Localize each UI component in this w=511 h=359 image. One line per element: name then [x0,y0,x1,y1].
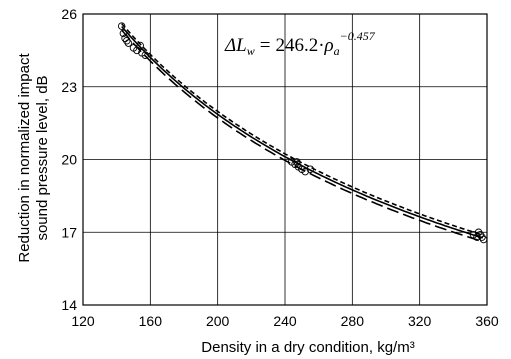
equation-lhs: ΔL [224,35,247,56]
plot-frame [82,13,488,306]
y-axis-label-line-2: sound pressure level, dB [34,75,51,240]
equation-variable-subscript: a [334,44,340,58]
equation-variable: ρ [324,35,334,56]
svg-text:ΔLw=246.2·ρa−0.457: ΔLw = 246.2·ρa−0.457 [224,29,376,58]
y-tick-labels: 14 17 20 23 26 [61,6,77,313]
y-axis-label-line-1: Reduction in normalized impact [16,53,33,263]
equation-coefficient: 246.2 [275,35,318,56]
data-point [123,36,131,45]
y-tick-label: 20 [61,152,77,168]
x-tick-label: 160 [139,313,163,329]
x-tick-label: 280 [341,313,365,329]
data-point [141,51,150,59]
x-tick-label: 120 [71,313,95,329]
data-point [478,233,486,241]
data-point [117,22,126,30]
fit-curves [121,23,484,243]
data-point [136,41,144,50]
data-point [301,167,309,176]
x-tick-label: 240 [273,313,297,329]
x-tick-labels: 120 160 200 240 280 320 360 [71,313,499,329]
equation-dot: · [318,35,324,56]
data-point [124,39,133,47]
fit-equation: ΔLw = 246.2·ρa−0.457 [224,29,376,58]
data-point [293,158,301,166]
y-tick-label: 26 [61,6,77,22]
data-points [117,22,488,244]
equation-lhs-subscript: w [247,44,255,58]
equation-equals: = [260,35,271,56]
y-tick-label: 17 [61,224,77,240]
y-tick-label: 14 [61,297,77,313]
fit-curve-long-dash [121,29,484,243]
x-tick-label: 360 [475,313,499,329]
y-tick-label: 23 [61,79,77,95]
equation-exponent: −0.457 [340,29,376,43]
x-axis-label: Density in a dry condition, kg/m³ [201,339,414,356]
x-tick-label: 200 [206,313,230,329]
data-point [119,29,128,38]
fit-curve-solid [121,25,484,239]
data-point [306,165,315,173]
x-tick-label: 320 [408,313,432,329]
fit-curve-short-dash [121,23,484,236]
